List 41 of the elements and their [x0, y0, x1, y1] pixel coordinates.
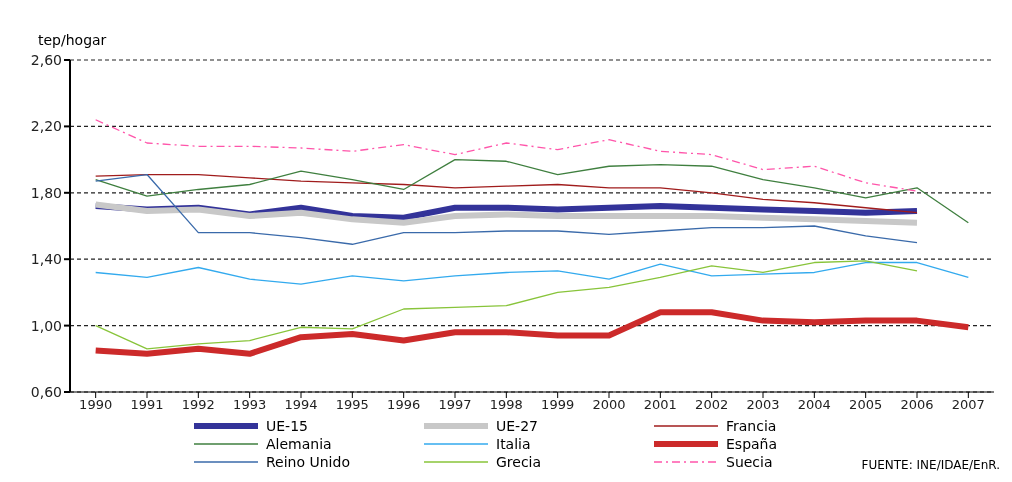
line-series: [95, 158, 969, 224]
legend-label: Reino Unido: [266, 454, 350, 470]
line-series: [95, 173, 918, 214]
line-series: [95, 173, 918, 245]
source-note: FUENTE: INE/IDAE/EnR.: [861, 458, 1000, 472]
y-tick-label: 1,00: [30, 317, 62, 334]
x-tick-label: 1997: [438, 397, 472, 413]
legend-label: Grecia: [496, 454, 542, 470]
y-tick-label: 1,80: [30, 184, 62, 201]
line-series: [95, 260, 918, 350]
x-tick-label: 1993: [233, 397, 267, 413]
x-tick-label: 1990: [79, 397, 113, 413]
x-tick-label: 2003: [746, 397, 780, 413]
y-axis-title: tep/hogar: [38, 32, 107, 48]
y-tick-label: 2,20: [30, 118, 62, 135]
x-tick-label: 2000: [592, 397, 626, 413]
legend-label: España: [726, 436, 778, 452]
x-tick-label: 2002: [695, 397, 729, 413]
x-tick-label: 1996: [387, 397, 421, 413]
x-tick-label: 2004: [797, 397, 831, 413]
x-tick-label: 1998: [489, 397, 523, 413]
y-tick-label: 1,40: [30, 251, 62, 268]
x-tick-label: 2006: [900, 397, 934, 413]
x-tick-label: 1992: [181, 397, 215, 413]
y-tick-label: 2,60: [30, 51, 62, 68]
legend-label: UE-15: [266, 418, 308, 434]
x-tick-label: 2007: [951, 397, 985, 413]
legend-label: Suecia: [726, 454, 773, 470]
x-tick-label: 2001: [643, 397, 677, 413]
x-tick-label: 2005: [849, 397, 883, 413]
x-tick-label: 1994: [284, 397, 318, 413]
x-tick-label: 1995: [335, 397, 369, 413]
x-tick-label: 1999: [541, 397, 575, 413]
x-tick-label: 1991: [130, 397, 164, 413]
legend-label: Italia: [496, 436, 531, 452]
line-series: [95, 261, 969, 285]
legend-label: Alemania: [266, 436, 332, 452]
legend-label: Francia: [726, 418, 777, 434]
y-tick-label: 0,60: [30, 383, 62, 400]
legend-label: UE-27: [496, 418, 538, 434]
line-series: [95, 119, 918, 192]
